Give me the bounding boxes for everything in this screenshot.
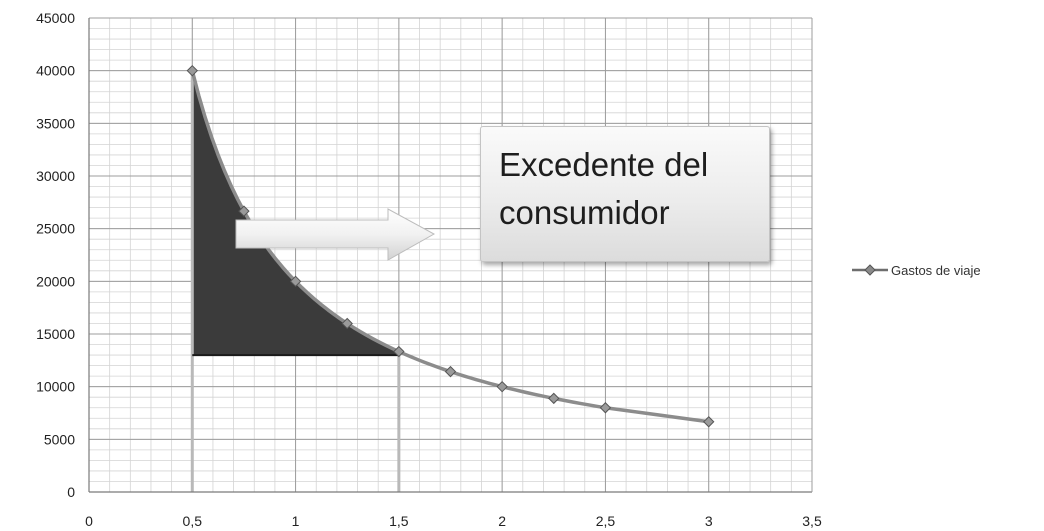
legend-line-marker-icon (852, 264, 888, 276)
x-tick-label: 0,5 (183, 513, 203, 529)
y-tick-label: 45000 (36, 10, 75, 26)
y-tick-label: 15000 (36, 326, 75, 342)
x-tick-label: 3 (705, 513, 713, 529)
data-point-marker (186, 64, 198, 77)
y-tick-label: 35000 (36, 115, 75, 131)
tick-labels: 0 5000 10000 15000 20000 25000 30000 35000 40000… (36, 10, 822, 529)
annotation-arrow (235, 208, 436, 261)
consumer-surplus-callout: Excedente del consumidor (480, 126, 770, 262)
y-tick-label: 30000 (36, 168, 75, 184)
y-tick-label: 25000 (36, 221, 75, 237)
series-layer (186, 64, 715, 428)
legend-label: Gastos de viaje (891, 262, 981, 278)
series-line (190, 70, 709, 424)
y-tick-label: 10000 (36, 379, 75, 395)
y-tick-label: 0 (67, 484, 75, 500)
y-tick-label: 40000 (36, 63, 75, 79)
x-tick-label: 2,5 (596, 513, 616, 529)
callout-line-2: consumidor (499, 194, 670, 231)
x-tick-label: 1 (292, 513, 300, 529)
data-point-marker (496, 380, 508, 393)
data-point-marker (393, 345, 405, 358)
x-tick-label: 0 (85, 513, 93, 529)
callout-line-1: Excedente del (499, 146, 709, 183)
x-tick-label: 2 (498, 513, 506, 529)
data-point-marker (444, 365, 457, 378)
y-tick-label: 20000 (36, 273, 75, 289)
data-point-marker (341, 317, 353, 330)
x-tick-label: 3,5 (802, 513, 822, 529)
x-tick-label: 1,5 (389, 513, 409, 529)
data-point-marker (599, 402, 612, 414)
axes (88, 18, 813, 493)
data-point-marker (703, 416, 715, 428)
data-point-marker (238, 205, 250, 217)
data-point-marker (289, 275, 302, 288)
data-point-marker (548, 392, 560, 405)
y-tick-label: 5000 (44, 431, 75, 447)
legend: Gastos de viaje (852, 259, 981, 281)
